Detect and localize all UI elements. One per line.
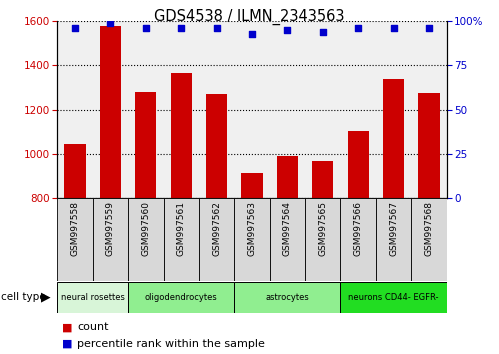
Text: neurons CD44- EGFR-: neurons CD44- EGFR-: [348, 293, 439, 302]
Text: GSM997563: GSM997563: [248, 201, 256, 256]
Point: [177, 25, 185, 31]
Text: neural rosettes: neural rosettes: [61, 293, 125, 302]
Bar: [64, 144, 86, 354]
Text: GSM997567: GSM997567: [389, 201, 398, 256]
Bar: [340, 198, 376, 281]
Bar: [57, 282, 128, 313]
Bar: [171, 73, 192, 354]
Point: [425, 25, 433, 31]
Bar: [277, 156, 298, 354]
Text: GSM997562: GSM997562: [212, 201, 221, 256]
Bar: [206, 94, 227, 354]
Point: [354, 25, 362, 31]
Bar: [128, 198, 164, 281]
Text: GSM997561: GSM997561: [177, 201, 186, 256]
Text: GSM997558: GSM997558: [70, 201, 79, 256]
Bar: [128, 282, 235, 313]
Text: percentile rank within the sample: percentile rank within the sample: [77, 339, 265, 349]
Bar: [164, 198, 199, 281]
Point: [390, 25, 398, 31]
Bar: [235, 198, 269, 281]
Bar: [347, 131, 369, 354]
Text: astrocytes: astrocytes: [265, 293, 309, 302]
Text: ■: ■: [62, 322, 73, 332]
Text: ▶: ▶: [41, 291, 51, 304]
Point: [106, 20, 114, 26]
Bar: [93, 198, 128, 281]
Bar: [376, 198, 411, 281]
Point: [142, 25, 150, 31]
Text: GSM997559: GSM997559: [106, 201, 115, 256]
Bar: [269, 198, 305, 281]
Text: GSM997565: GSM997565: [318, 201, 327, 256]
Bar: [242, 173, 262, 354]
Point: [319, 29, 327, 35]
Text: count: count: [77, 322, 109, 332]
Text: ■: ■: [62, 339, 73, 349]
Point: [248, 31, 256, 36]
Text: oligodendrocytes: oligodendrocytes: [145, 293, 218, 302]
Bar: [100, 26, 121, 354]
Text: GSM997564: GSM997564: [283, 201, 292, 256]
Text: GDS4538 / ILMN_2343563: GDS4538 / ILMN_2343563: [154, 9, 345, 25]
Bar: [340, 282, 447, 313]
Text: GSM997568: GSM997568: [425, 201, 434, 256]
Bar: [383, 79, 404, 354]
Bar: [305, 198, 340, 281]
Bar: [135, 92, 157, 354]
Bar: [199, 198, 235, 281]
Text: GSM997566: GSM997566: [354, 201, 363, 256]
Point: [283, 27, 291, 33]
Bar: [411, 198, 447, 281]
Bar: [418, 93, 440, 354]
Bar: [57, 198, 93, 281]
Point: [71, 25, 79, 31]
Text: cell type: cell type: [1, 292, 46, 302]
Bar: [312, 161, 333, 354]
Text: GSM997560: GSM997560: [141, 201, 150, 256]
Bar: [235, 282, 340, 313]
Point: [213, 25, 221, 31]
